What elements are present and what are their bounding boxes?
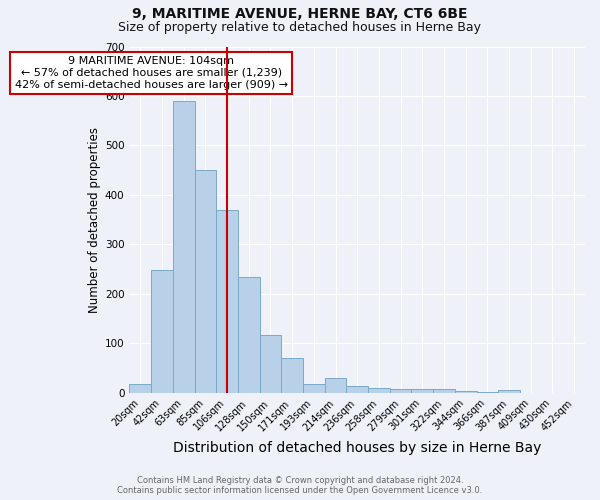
Bar bbox=[368, 388, 390, 393]
Bar bbox=[412, 389, 433, 393]
Text: 9, MARITIME AVENUE, HERNE BAY, CT6 6BE: 9, MARITIME AVENUE, HERNE BAY, CT6 6BE bbox=[132, 8, 468, 22]
Bar bbox=[325, 378, 346, 393]
Bar bbox=[260, 334, 281, 393]
Bar bbox=[216, 210, 238, 393]
X-axis label: Distribution of detached houses by size in Herne Bay: Distribution of detached houses by size … bbox=[173, 441, 541, 455]
Bar bbox=[151, 270, 173, 393]
Bar bbox=[281, 358, 303, 393]
Bar bbox=[346, 386, 368, 393]
Bar bbox=[498, 390, 520, 393]
Bar bbox=[238, 276, 260, 393]
Text: Size of property relative to detached houses in Herne Bay: Size of property relative to detached ho… bbox=[119, 21, 482, 34]
Y-axis label: Number of detached properties: Number of detached properties bbox=[88, 126, 101, 312]
Bar bbox=[194, 170, 216, 393]
Bar bbox=[303, 384, 325, 393]
Bar bbox=[476, 392, 498, 393]
Bar bbox=[455, 391, 476, 393]
Text: Contains HM Land Registry data © Crown copyright and database right 2024.
Contai: Contains HM Land Registry data © Crown c… bbox=[118, 476, 482, 495]
Text: 9 MARITIME AVENUE: 104sqm
← 57% of detached houses are smaller (1,239)
42% of se: 9 MARITIME AVENUE: 104sqm ← 57% of detac… bbox=[14, 56, 287, 90]
Bar bbox=[390, 390, 412, 393]
Bar bbox=[130, 384, 151, 393]
Bar bbox=[433, 389, 455, 393]
Bar bbox=[173, 101, 194, 393]
